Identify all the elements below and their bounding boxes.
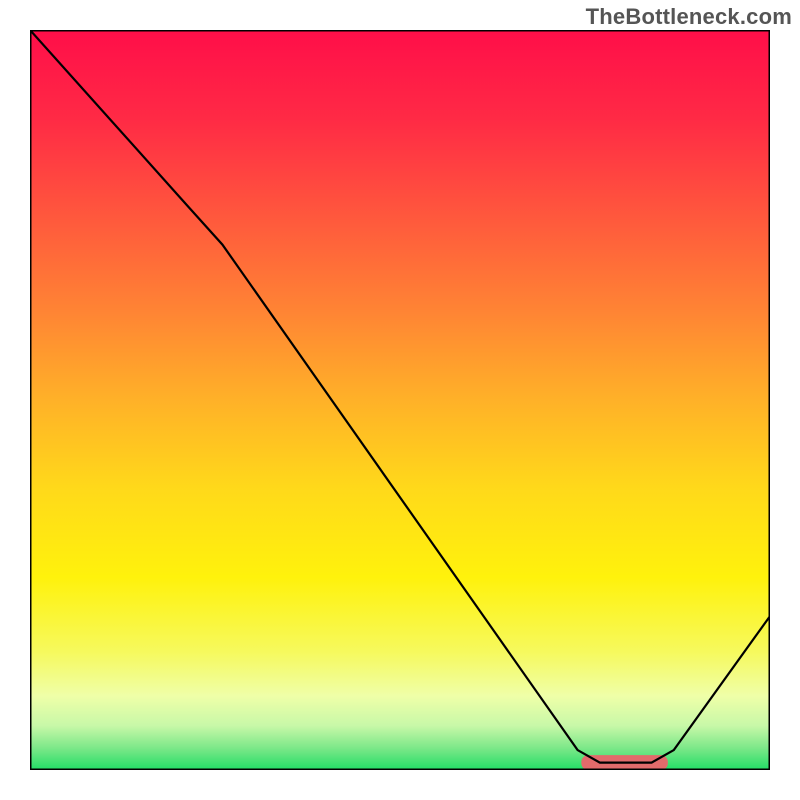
chart-svg <box>30 30 770 770</box>
heatmap-background <box>30 30 770 770</box>
chart-area <box>30 30 770 770</box>
watermark-text: TheBottleneck.com <box>586 4 792 30</box>
